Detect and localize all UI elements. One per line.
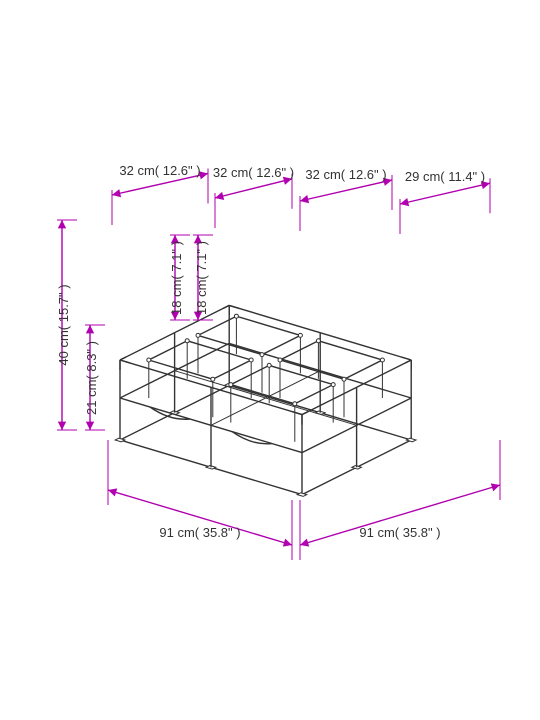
dim-label-v_18_left: 18 cm( 7.1" ) — [169, 241, 184, 315]
diagram-stage: 32 cm( 12.6" ) 32 cm( 12.6" ) 32 cm( 12.6"… — [0, 0, 540, 720]
dimensions — [57, 168, 500, 560]
diagram-svg — [0, 0, 540, 720]
dim-label-v_40: 40 cm( 15.7" ) — [56, 284, 71, 365]
dim-label-bottom_right: 91 cm( 35.8" ) — [359, 525, 440, 540]
dim-label-top4: 29 cm( 11.4" ) — [405, 169, 485, 184]
dim-label-v_21: 21 cm( 8.3" ) — [84, 341, 99, 415]
dim-label-top3: 32 cm( 12.6" ) — [305, 167, 386, 182]
dim-label-top2: 32 cm( 12.6" ) — [213, 165, 294, 180]
dim-label-top1: 32 cm( 12.6" ) — [119, 163, 200, 178]
dim-label-v_18_right: 18 cm( 7.1" ) — [194, 241, 209, 315]
dim-label-bottom_left: 91 cm( 35.8" ) — [159, 525, 240, 540]
furniture-structure — [115, 305, 416, 496]
